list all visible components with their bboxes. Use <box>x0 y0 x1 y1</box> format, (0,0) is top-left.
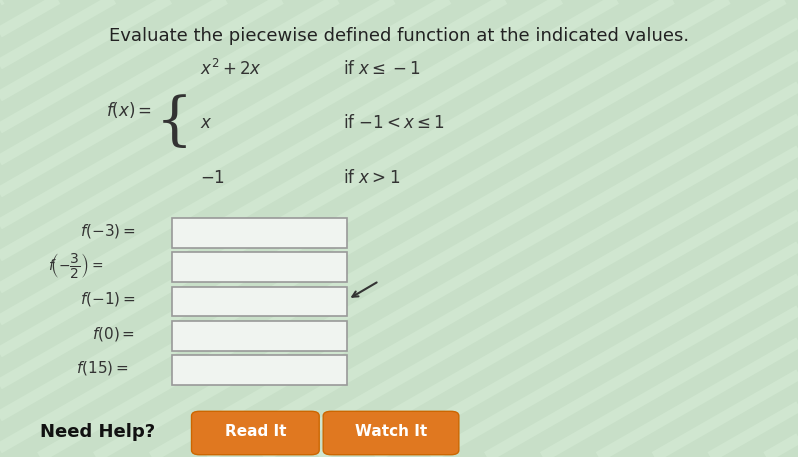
Text: Read It: Read It <box>224 425 286 439</box>
FancyBboxPatch shape <box>323 411 459 455</box>
Text: if $-1 < x \leq 1$: if $-1 < x \leq 1$ <box>343 114 445 133</box>
Text: Evaluate the piecewise defined function at the indicated values.: Evaluate the piecewise defined function … <box>109 27 689 45</box>
Text: $f\!\left(-\dfrac{3}{2}\right) =$: $f\!\left(-\dfrac{3}{2}\right) =$ <box>48 250 103 280</box>
Text: if $x \leq -1$: if $x \leq -1$ <box>343 59 421 78</box>
FancyBboxPatch shape <box>192 411 319 455</box>
FancyBboxPatch shape <box>172 356 347 385</box>
Text: $x$: $x$ <box>200 114 212 133</box>
Text: $f(x) =$: $f(x) =$ <box>105 100 152 120</box>
Text: $f(0) =$: $f(0) =$ <box>92 324 135 343</box>
Text: $f(15) =$: $f(15) =$ <box>76 359 128 377</box>
Text: $x^2 + 2x$: $x^2 + 2x$ <box>200 58 262 79</box>
Text: $-1$: $-1$ <box>200 169 224 187</box>
FancyBboxPatch shape <box>172 253 347 282</box>
Text: if $x > 1$: if $x > 1$ <box>343 169 401 187</box>
FancyBboxPatch shape <box>172 218 347 248</box>
Text: {: { <box>156 96 193 151</box>
FancyBboxPatch shape <box>172 287 347 316</box>
Text: $f(-3) =$: $f(-3) =$ <box>80 222 136 240</box>
Text: Need Help?: Need Help? <box>40 423 155 441</box>
Text: Watch It: Watch It <box>355 425 427 439</box>
FancyBboxPatch shape <box>172 321 347 351</box>
Text: $f(-1) =$: $f(-1) =$ <box>80 290 136 308</box>
